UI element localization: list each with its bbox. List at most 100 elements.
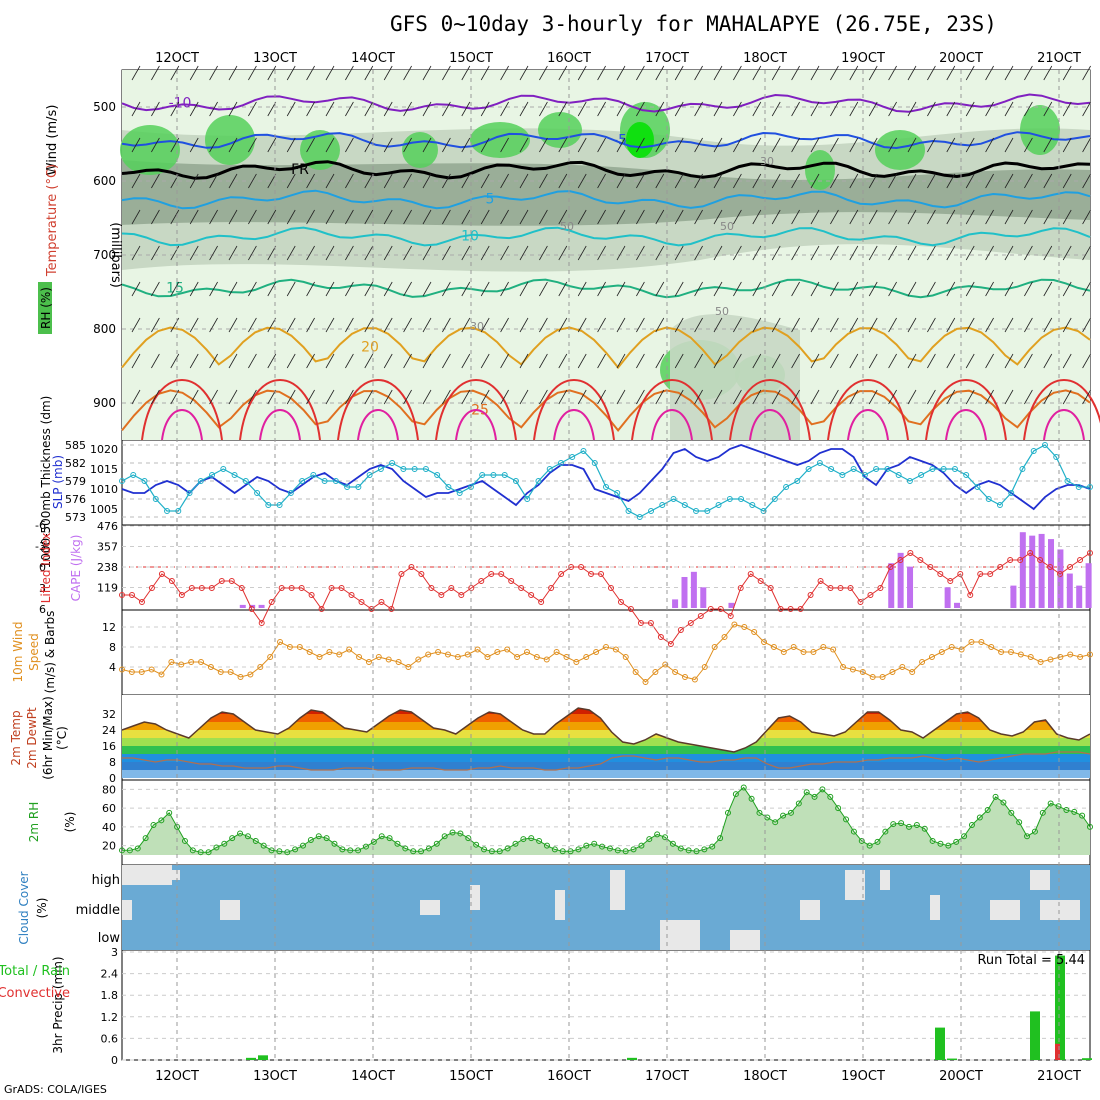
date-label-top: 19OCT [841, 51, 885, 66]
rh-line-point [953, 838, 960, 845]
wind-barb [364, 281, 374, 297]
li-line-point [528, 592, 535, 598]
wind-barb [461, 281, 471, 297]
wind-barb [461, 65, 471, 81]
wind-barb [442, 65, 451, 81]
rh-line-point [685, 847, 692, 854]
wind-barb [170, 281, 180, 297]
wind-speed-line-point [385, 656, 392, 663]
wind-barb [461, 101, 471, 117]
wind-barb [189, 101, 199, 117]
thickness-tick: 585 [65, 439, 86, 452]
wind-barb [830, 281, 839, 297]
wind-barb [209, 389, 218, 405]
wind-barb [325, 173, 335, 189]
wind-barb [189, 281, 199, 297]
wind-barb [383, 65, 393, 81]
wind-barb [674, 353, 684, 369]
wind-barb [888, 317, 897, 333]
li-line-point [168, 578, 175, 584]
wind-barb [946, 209, 956, 225]
isotherm-line [749, 409, 791, 441]
isotherm-label: -5 [613, 132, 627, 148]
rh-line-point [166, 809, 173, 816]
wind-barb [519, 317, 529, 333]
isotherm-line [259, 409, 301, 441]
date-label-top: 13OCT [253, 51, 297, 66]
li-line-point [268, 599, 275, 605]
wind-barb [965, 101, 975, 117]
wind-barb [985, 65, 994, 81]
wind-speed-line [121, 623, 1091, 683]
wind-barb [519, 173, 529, 189]
wind-speed-line-point [138, 669, 145, 675]
wind-barb [752, 65, 762, 81]
wind-barb [636, 281, 645, 297]
cloud-gap [555, 890, 565, 920]
wind-barb [636, 173, 645, 189]
rh-green-area [805, 150, 835, 190]
rh-line-point [662, 834, 669, 841]
li-line-point [518, 585, 525, 591]
wind-barb [345, 137, 354, 153]
wind-barb [636, 245, 645, 261]
li-line-point [128, 592, 135, 598]
date-label-bottom: 12OCT [155, 1069, 199, 1084]
li-line-point [378, 599, 385, 605]
wind-barb [888, 209, 897, 225]
wind-barb [655, 317, 665, 333]
thickness-line-point [1075, 484, 1082, 490]
wind-barb [771, 173, 781, 189]
wind-barb [1062, 137, 1072, 153]
date-label-top: 20OCT [939, 51, 983, 66]
wind-barb [597, 209, 606, 225]
thickness-tick: 579 [65, 475, 86, 488]
cloud-gap [930, 895, 940, 920]
wind-barb [771, 209, 781, 225]
rh-green-area [402, 132, 438, 168]
date-label-top: 16OCT [547, 51, 591, 66]
li-line-point [687, 620, 694, 626]
thickness-line-point [546, 466, 553, 472]
isotherm-line [925, 379, 1007, 441]
wind-barb [422, 101, 432, 117]
wind-barb [985, 317, 994, 333]
wind-barb [713, 137, 723, 153]
wind-barb [325, 101, 335, 117]
wind-barb [325, 317, 335, 333]
thickness-line-point [445, 484, 452, 490]
wind-barb [946, 353, 956, 369]
li-line-point [1077, 557, 1084, 563]
wind-speed-line-point [227, 669, 234, 675]
wind-barb [480, 317, 490, 333]
wind-barb [927, 209, 936, 225]
wind-barb [228, 353, 238, 369]
cloud-gap [170, 870, 180, 880]
wind-barb [1082, 209, 1091, 225]
wind-barb [306, 389, 315, 405]
isotherm-line [121, 278, 1091, 299]
rh-line-point [520, 836, 527, 843]
wind-speed-line-point [672, 669, 679, 675]
date-label-bottom: 14OCT [351, 1069, 395, 1084]
wind-barb [286, 65, 296, 81]
wind-speed-line-point [859, 669, 866, 675]
rh-line-point [843, 816, 850, 823]
cape-tick: 357 [97, 541, 118, 554]
thickness-line-point [422, 466, 429, 472]
wind-barb [151, 389, 160, 405]
wind-barb [480, 209, 490, 225]
wind-speed-line-point [395, 659, 402, 665]
wind-barb [713, 245, 723, 261]
wind-barb [403, 245, 412, 261]
wind-speed-line-point [514, 654, 521, 660]
thickness-line-point [839, 472, 846, 478]
wind-speed-line-point [286, 644, 293, 650]
wind-speed-line-point [840, 664, 847, 670]
wind-barb [907, 173, 917, 189]
wind-barb [965, 137, 975, 153]
wind-barb [694, 173, 703, 189]
thickness-line-point [242, 478, 249, 484]
wind-barb [733, 281, 742, 297]
rh-line-point [205, 849, 212, 856]
